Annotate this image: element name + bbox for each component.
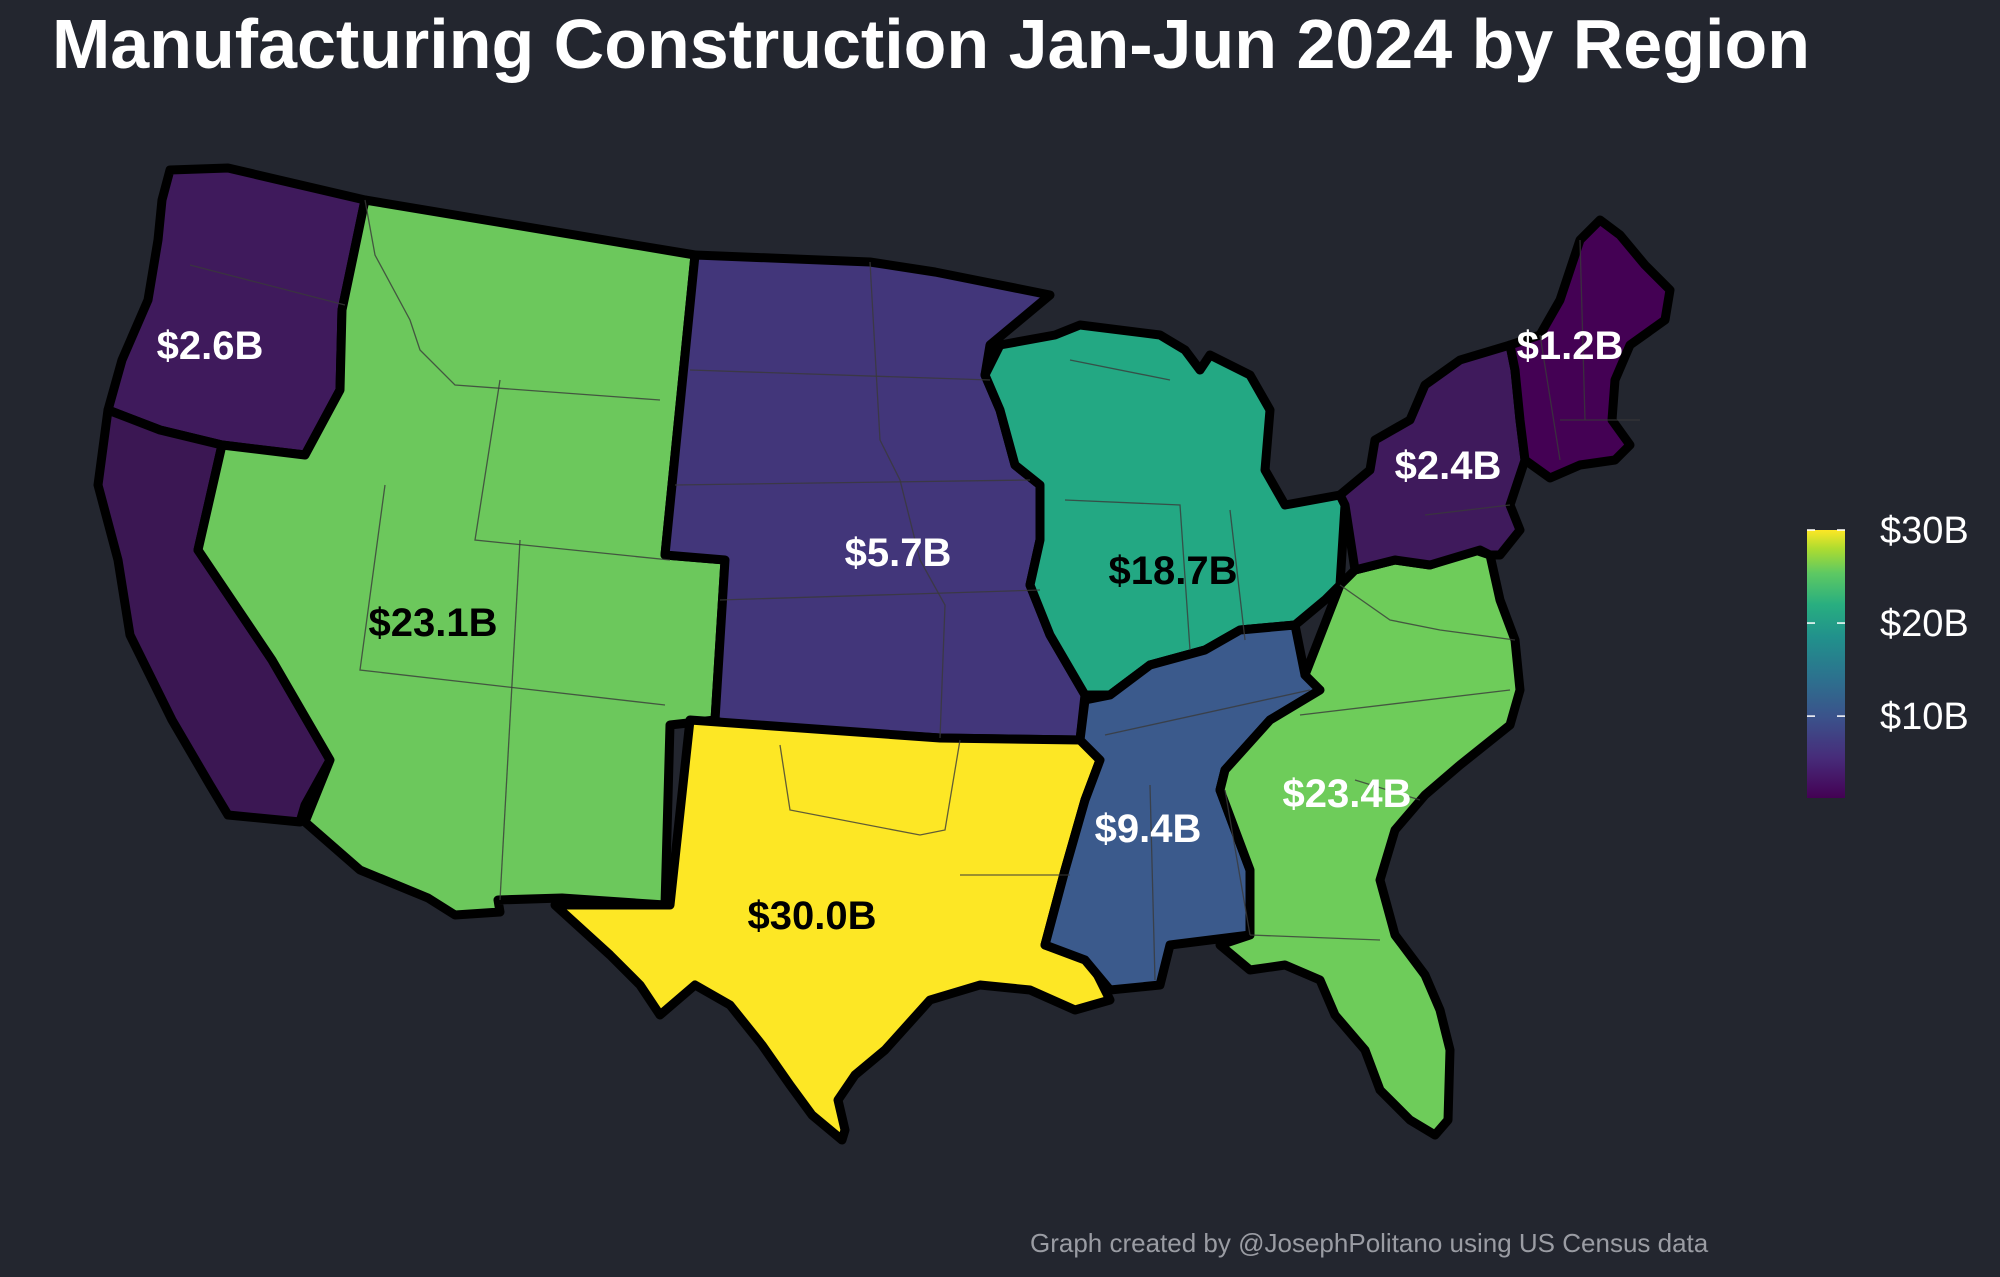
region-label-east-south-central: $9.4B <box>1095 807 1202 851</box>
region-label-south-atlantic: $23.4B <box>1283 772 1412 816</box>
region-label-west-north-central: $5.7B <box>845 531 952 575</box>
legend-tick-label: $30B <box>1880 510 1969 552</box>
source-credit: Graph created by @JosephPolitano using U… <box>1030 1228 1709 1258</box>
legend: $30B $20B $10B <box>1807 510 1969 798</box>
region-label-east-north-central: $18.7B <box>1109 549 1238 593</box>
map-title: Manufacturing Construction Jan-Jun 2024 … <box>52 5 1810 83</box>
region-new-england <box>1505 215 1675 483</box>
legend-colorbar <box>1807 530 1845 798</box>
region-label-west-south-central: $30.0B <box>748 894 877 938</box>
legend-tick-label: $10B <box>1880 696 1969 738</box>
region-label-pacific: $2.6B <box>157 324 264 368</box>
region-middle-atlantic <box>1335 340 1530 575</box>
legend-tick-label: $20B <box>1880 603 1969 645</box>
region-south-atlantic <box>1215 545 1525 1140</box>
region-label-middle-atlantic: $2.4B <box>1395 444 1502 488</box>
region-label-mountain: $23.1B <box>369 601 498 645</box>
region-labels: $2.6B $23.1B $5.7B $18.7B $30.0B $9.4B $23.4B $… <box>157 324 1624 938</box>
state-borders <box>189 199 1640 981</box>
region-west-north-central <box>660 250 1090 745</box>
legend-ticks: $30B $20B $10B <box>1807 510 1969 738</box>
region-label-new-england: $1.2B <box>1517 324 1624 368</box>
